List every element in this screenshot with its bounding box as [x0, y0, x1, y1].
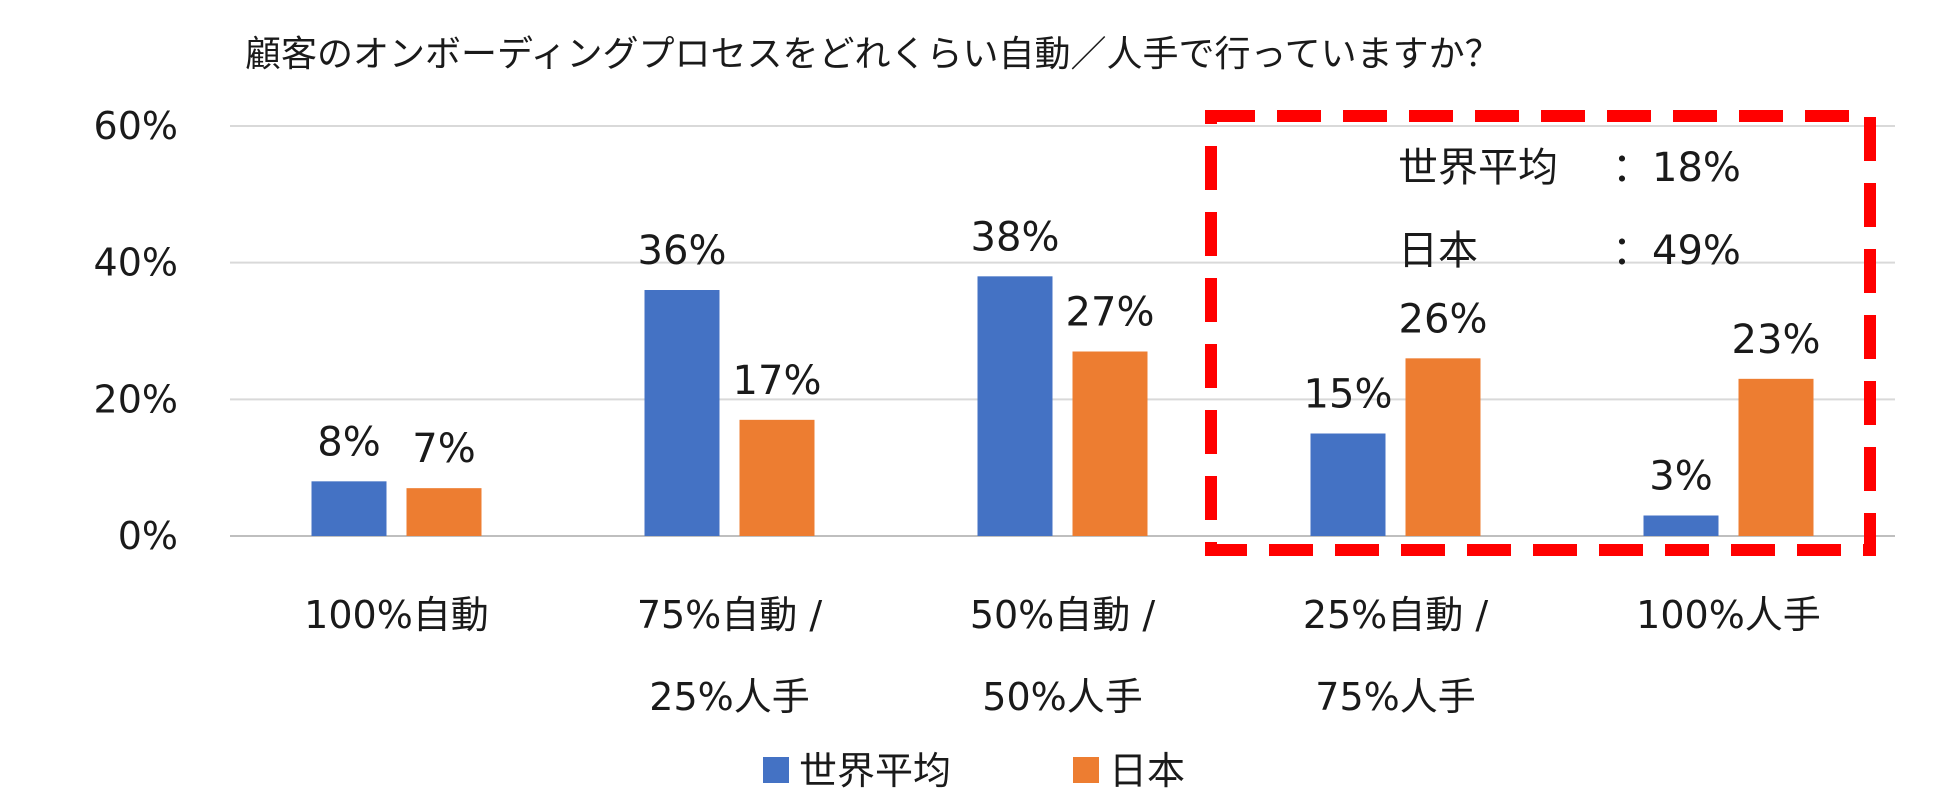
data-label: 38% — [971, 214, 1060, 260]
gridlines — [230, 125, 1895, 537]
x-category-label: 25%自動 / — [1303, 593, 1489, 637]
x-category-label: 50%人手 — [982, 675, 1142, 719]
bar — [1405, 358, 1481, 536]
bars — [311, 276, 1814, 536]
x-category-label: 100%人手 — [1636, 593, 1821, 637]
data-label: 23% — [1732, 317, 1821, 363]
data-label: 15% — [1304, 372, 1393, 418]
x-category-label: 100%自動 — [304, 593, 489, 637]
data-label: 26% — [1399, 296, 1488, 342]
data-label: 8% — [317, 419, 380, 465]
chart-title: 顧客のオンボーディングプロセスをどれくらい自動／人手で行っていますか？ — [245, 34, 1501, 75]
y-tick-label: 0% — [118, 514, 178, 558]
y-axis-ticks: 0% 20% 40% 60% — [94, 104, 178, 558]
data-label: 3% — [1649, 454, 1712, 500]
x-category-label: 75%人手 — [1315, 675, 1475, 719]
bar — [311, 481, 387, 536]
bar — [739, 419, 815, 536]
annotation-label-japan: 日本 — [1398, 228, 1478, 274]
legend-swatch — [763, 757, 789, 783]
data-label: 7% — [412, 426, 475, 472]
x-axis-categories: 100%自動 75%自動 / 25%人手 50%自動 / 50%人手 25%自動 / 75%… — [304, 593, 1821, 719]
legend-label: 日本 — [1109, 749, 1185, 793]
legend-label: 世界平均 — [799, 749, 951, 793]
bar — [644, 290, 720, 536]
bar — [1072, 351, 1148, 536]
bar — [1310, 433, 1386, 536]
bar — [1738, 378, 1814, 536]
x-category-label: 25%人手 — [649, 675, 809, 719]
y-tick-label: 60% — [94, 104, 178, 148]
data-label: 17% — [733, 358, 822, 404]
x-category-label: 50%自動 / — [970, 593, 1156, 637]
y-tick-label: 40% — [94, 241, 178, 285]
bar — [977, 276, 1053, 536]
data-label: 27% — [1066, 290, 1155, 336]
data-labels: 8% 7% 36% 17% 38%27% 15%26% 3% 23% — [317, 214, 1820, 499]
legend-swatch — [1073, 757, 1099, 783]
y-tick-label: 20% — [94, 377, 178, 421]
annotation-value-world: ：18% — [1612, 145, 1741, 191]
data-label: 36% — [638, 228, 727, 274]
annotation-value-japan: ：49% — [1612, 228, 1741, 274]
annotation-label-world: 世界平均 — [1398, 145, 1558, 191]
bar — [406, 488, 482, 536]
highlight-box — [1205, 110, 1876, 556]
x-category-label: 75%自動 / — [637, 593, 823, 637]
legend: 世界平均 日本 — [763, 749, 1185, 793]
highlight-annotation: 世界平均 ：18% 日本 ：49% — [1205, 110, 1876, 556]
bar — [1643, 515, 1719, 536]
